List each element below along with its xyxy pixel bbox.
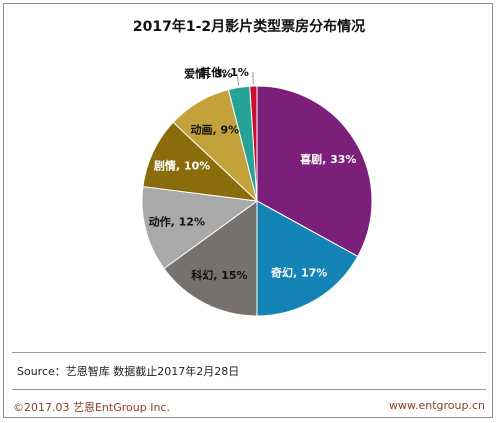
pie-slice: [249, 85, 258, 202]
slice-label: 剧情, 10%: [154, 159, 210, 173]
footer-divider: [12, 389, 486, 390]
slice-label: 喜剧, 33%: [300, 152, 356, 166]
pie-slice: [256, 200, 359, 317]
pie-slice: [163, 200, 258, 317]
slice-label: 奇幻, 17%: [271, 265, 327, 279]
source-note: Source：艺恩智库 数据截止2017年2月28日: [17, 365, 240, 378]
pie-slice: [141, 186, 259, 270]
pie-slice: [142, 121, 259, 202]
footer-website[interactable]: www.entgroup.cn: [389, 399, 485, 412]
slice-label: 其他, 1%: [200, 65, 249, 79]
chart-title: 2017年1-2月影片类型票房分布情况: [132, 19, 366, 35]
slice-label: 动作, 12%: [149, 215, 205, 229]
pie-slice: [256, 85, 373, 258]
slice-label: 动画, 9%: [191, 123, 240, 137]
leader-line: [236, 73, 240, 86]
slice-label: 爱情, 3%: [184, 67, 233, 81]
footer-copyright: ©2017.03 艺恩EntGroup Inc.: [13, 401, 170, 414]
slice-label: 科幻, 15%: [191, 268, 247, 282]
source-divider: [12, 352, 486, 353]
